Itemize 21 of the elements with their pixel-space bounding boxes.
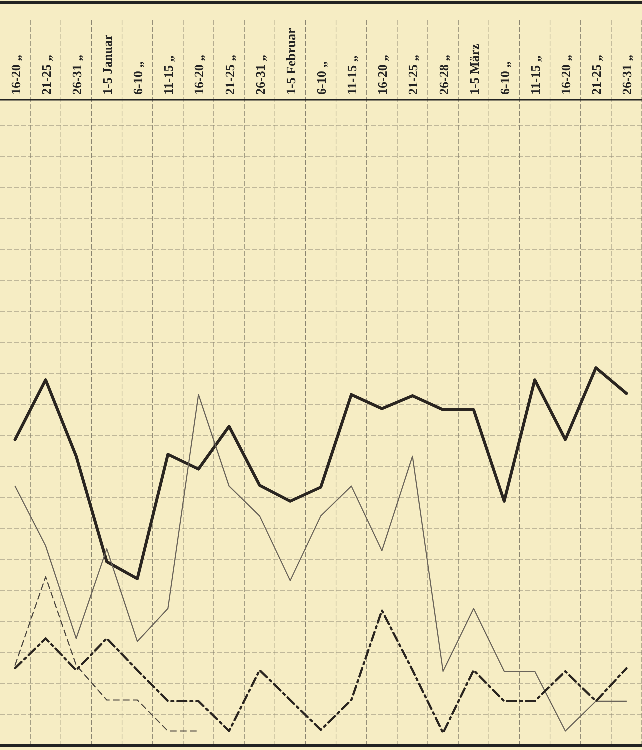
- x-tick-label: 26-31 „: [620, 54, 635, 95]
- x-tick-label: 11-15 „: [528, 56, 543, 95]
- x-tick-label: 16-20 „: [558, 54, 574, 95]
- x-tick-label: 6-10 „: [497, 61, 512, 95]
- x-tick-label: 16-20 „: [8, 54, 24, 95]
- x-tick-label: 1-5 Februar: [283, 28, 298, 95]
- x-tick-label: 21-25 „: [406, 54, 421, 95]
- x-tick-label: 11-15 „: [161, 56, 176, 95]
- x-tick-label: 16-20 „: [192, 54, 207, 95]
- x-tick-label: 1-5 Januar: [100, 34, 115, 95]
- x-tick-label: 6-10 „: [130, 61, 146, 95]
- x-tick-label: 26-31 „: [69, 54, 84, 95]
- x-tick-label: 21-25 „: [38, 54, 54, 95]
- x-tick-label: 1-5 März: [466, 44, 482, 95]
- x-tick-label: 6-10 „: [314, 61, 329, 95]
- x-tick-label: 21-25 „: [222, 54, 238, 95]
- x-tick-label: 26-28 „: [436, 54, 452, 95]
- x-tick-label: 21-25 „: [589, 54, 604, 95]
- x-tick-label: 26-31 „: [252, 54, 268, 95]
- x-tick-label: 16-20 „: [375, 54, 390, 95]
- x-tick-label: 11-15 „: [344, 56, 360, 95]
